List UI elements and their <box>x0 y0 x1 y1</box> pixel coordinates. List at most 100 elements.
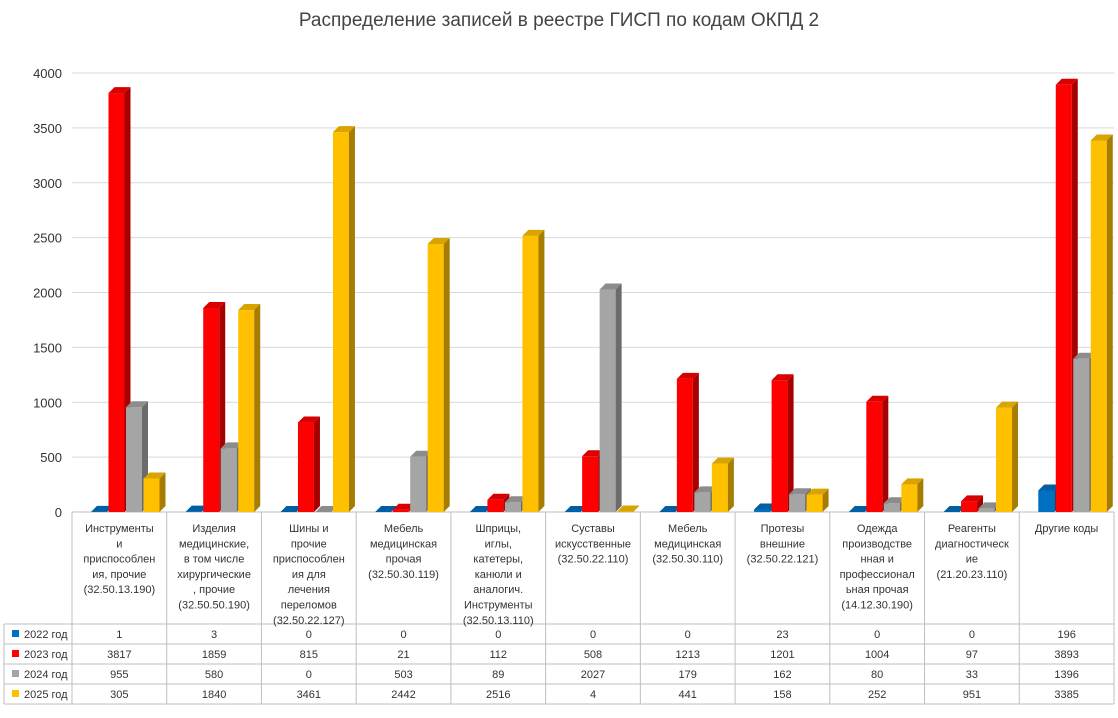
bar <box>238 304 261 512</box>
bar-side <box>615 283 622 512</box>
data-table-value: 0 <box>400 629 406 641</box>
bar-top <box>711 457 734 464</box>
bar-front <box>978 508 995 512</box>
bar-front <box>996 407 1013 512</box>
bar-front <box>1073 358 1090 512</box>
category-label: Суставы искусственные (32.50.22.110) <box>555 523 631 566</box>
legend-key <box>12 650 19 657</box>
bar <box>522 229 545 512</box>
bar <box>143 472 166 512</box>
bar-front <box>806 494 823 512</box>
data-table-value: 503 <box>394 669 412 681</box>
bar-top <box>410 450 433 457</box>
bar <box>315 506 338 512</box>
bar-side <box>882 395 889 512</box>
y-tick-label: 500 <box>40 450 62 465</box>
bar-front <box>143 478 160 512</box>
bar-top <box>487 493 510 500</box>
data-table-value: 0 <box>685 629 691 641</box>
bar-side <box>159 472 166 512</box>
bar-front <box>487 499 504 512</box>
data-table-value: 815 <box>300 649 318 661</box>
bar <box>564 506 587 512</box>
y-tick-label: 1000 <box>33 395 62 410</box>
data-table-value: 89 <box>492 669 504 681</box>
category-label: Изделия медицинские, в том числе хирургичес… <box>177 523 251 612</box>
bar-top <box>659 506 682 512</box>
category-label: Шприцы, иглы, катетеры, канюли и аналогич. Ин… <box>463 523 534 627</box>
bar-front <box>599 289 616 512</box>
bar-top <box>108 87 131 94</box>
y-tick-label: 1500 <box>33 340 62 355</box>
bar-front <box>961 501 978 512</box>
data-table-value: 252 <box>868 689 886 701</box>
bar-side <box>727 457 734 512</box>
bar-top <box>504 496 527 503</box>
legend-label: 2022 год <box>24 629 68 641</box>
data-table-value: 2442 <box>391 689 415 701</box>
bar-front <box>771 380 788 512</box>
bar-front <box>238 310 255 512</box>
bar-side <box>538 229 545 512</box>
legend-label: 2025 год <box>24 689 68 701</box>
category-label: Протезы внешние (32.50.22.121) <box>747 523 819 566</box>
data-table-value: 1859 <box>202 649 226 661</box>
bar-top <box>866 395 889 402</box>
bar-top <box>943 506 966 512</box>
bar-front <box>427 243 444 513</box>
bar-front <box>1055 84 1072 512</box>
bar <box>806 488 829 512</box>
bar-top <box>203 301 226 308</box>
legend-label: 2024 год <box>24 669 68 681</box>
chart-title: Распределение записей в реестре ГИСП по … <box>298 10 820 31</box>
bar-front <box>901 484 918 512</box>
data-table-value: 0 <box>306 629 312 641</box>
bar-side <box>787 374 794 512</box>
y-tick-label: 2000 <box>33 286 62 301</box>
bar <box>943 506 966 512</box>
data-table-value: 2027 <box>581 669 605 681</box>
bar <box>996 401 1019 512</box>
bar <box>599 283 622 512</box>
bar-front <box>866 401 883 512</box>
bar-side <box>313 416 320 512</box>
bar-top <box>582 450 605 457</box>
bar <box>866 395 889 512</box>
data-table-value: 955 <box>110 669 128 681</box>
data-table-value: 162 <box>773 669 791 681</box>
bar-top <box>978 502 1001 509</box>
bar <box>771 374 794 512</box>
y-tick-label: 0 <box>55 505 62 520</box>
bar <box>848 506 871 512</box>
data-table-value: 158 <box>773 689 791 701</box>
category-label: Реагенты диагностическ ие (21.20.23.110) <box>935 523 1009 581</box>
bar-top <box>91 505 113 512</box>
y-tick-label: 3500 <box>33 121 62 136</box>
data-table-value: 4 <box>590 689 596 701</box>
bar <box>676 372 699 512</box>
bar-side <box>1012 401 1019 512</box>
data-table-value: 97 <box>966 649 978 661</box>
data-table-value: 305 <box>110 689 128 701</box>
data-table-value: 580 <box>205 669 223 681</box>
data-table-value: 23 <box>776 629 788 641</box>
data-table-value: 1840 <box>202 689 226 701</box>
bar-top <box>996 401 1019 408</box>
bar-side <box>633 505 640 512</box>
bar <box>375 506 398 512</box>
data-table-value: 3893 <box>1054 649 1078 661</box>
data-table-value: 1396 <box>1054 669 1078 681</box>
data-table-value: 1 <box>116 629 122 641</box>
data-table-value: 2516 <box>486 689 510 701</box>
bar-top <box>375 506 398 512</box>
bar-top <box>297 416 320 423</box>
bar-front <box>108 93 125 512</box>
bar-top <box>848 506 871 512</box>
bar-top <box>694 486 717 493</box>
bar-front <box>676 378 693 512</box>
bar-front <box>392 509 409 512</box>
data-table-value: 3461 <box>297 689 321 701</box>
bar-front <box>297 422 314 512</box>
y-tick-label: 2500 <box>33 231 62 246</box>
